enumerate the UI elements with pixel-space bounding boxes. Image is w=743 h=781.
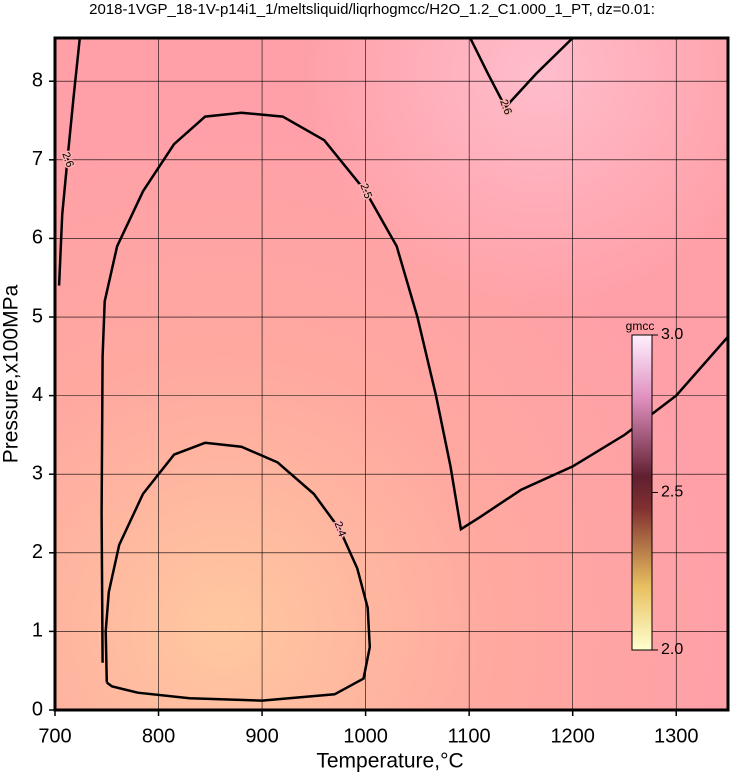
- colorbar-tick-label: 2.5: [661, 484, 683, 501]
- x-tick-label: 1000: [343, 725, 388, 747]
- contour-line: [100, 111, 728, 663]
- x-tick-label: 1100: [448, 725, 491, 747]
- colorbar-label: gmcc: [626, 319, 655, 333]
- y-tick-label: 5: [32, 305, 43, 327]
- y-tick-label: 6: [32, 227, 43, 249]
- x-axis-label: Temperature,°C: [316, 750, 463, 773]
- y-tick-label: 7: [32, 148, 43, 170]
- y-tick-label: 3: [32, 462, 43, 484]
- colorbar-tick-label: 2.0: [661, 641, 683, 658]
- x-tick-label: 1200: [550, 725, 595, 747]
- y-axis-label: Pressure,x100MPa: [0, 284, 23, 463]
- plot-frame: [53, 36, 730, 712]
- x-tick-label: 1300: [654, 725, 699, 747]
- contour-line: [469, 38, 574, 110]
- y-tick-label: 1: [32, 620, 43, 642]
- x-tick-label: 900: [245, 725, 278, 747]
- contour-line: [57, 38, 82, 286]
- plot-highlight: [55, 38, 728, 710]
- x-tick-label: 800: [142, 725, 175, 747]
- y-tick-label: 4: [32, 384, 43, 406]
- colorbar: [631, 334, 653, 651]
- y-tick-label: 2: [32, 541, 43, 563]
- contour-line: [104, 441, 372, 702]
- chart-title: 2018-1VGP_18-1V-p14i1_1/meltsliquid/liqr…: [89, 1, 655, 18]
- y-tick-label: 8: [32, 70, 43, 92]
- x-tick-label: 700: [38, 725, 71, 747]
- colorbar-tick-label: 3.0: [661, 326, 683, 343]
- y-tick-label: 0: [32, 698, 43, 720]
